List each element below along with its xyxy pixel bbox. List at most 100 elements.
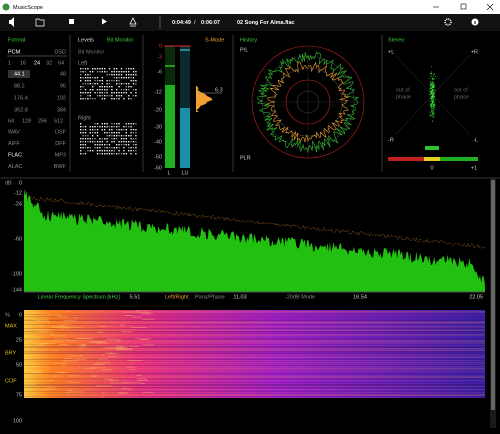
label: Right: [78, 115, 91, 121]
bit-dot: [80, 92, 82, 94]
bit-dot: [128, 144, 130, 146]
spectrogram-row: [24, 351, 485, 352]
lissajous-dot: [431, 92, 432, 94]
db-scale: -60: [14, 236, 22, 242]
spectrogram-streak: [67, 310, 70, 312]
label: 64: [8, 118, 14, 124]
panel-frames: [69, 35, 383, 172]
lissajous-dot: [434, 96, 435, 98]
lissajous-dot: [432, 91, 434, 92]
maximize-button[interactable]: [460, 3, 467, 10]
bit-dot: [92, 135, 94, 137]
lissajous-dot: [433, 92, 435, 93]
spectrogram-streak: [29, 338, 40, 340]
spectrogram-row: [24, 364, 485, 365]
scroll-thumb[interactable]: [491, 180, 495, 410]
spectrogram-streak: [125, 366, 135, 368]
bit-dot: [80, 71, 82, 73]
bit-dot: [96, 68, 99, 70]
spectrogram-streak: [38, 320, 51, 322]
bit-dot: [82, 83, 84, 85]
bit-dot: [111, 147, 113, 149]
spectrogram-row: [24, 358, 485, 359]
spectrogram-row: [24, 324, 485, 325]
lissajous-dot: [434, 73, 435, 75]
lissajous-dot: [432, 120, 434, 122]
lissajous-dot: [432, 77, 433, 79]
bit-dot: [82, 68, 84, 70]
label: phase: [454, 94, 469, 100]
open-button[interactable]: [35, 18, 45, 27]
bit-dot: [135, 74, 137, 76]
stop-button[interactable]: [69, 19, 74, 24]
bit-dot: [94, 147, 96, 149]
bit-dot: [106, 86, 108, 88]
spectrogram-streak: [129, 346, 140, 347]
bit-dot: [87, 147, 89, 149]
play-button[interactable]: [102, 18, 107, 25]
lissajous-dot: [431, 113, 433, 115]
bit-dot: [94, 126, 96, 128]
bit-dot: [128, 126, 130, 128]
spectrogram-row: [24, 326, 485, 327]
settings-button[interactable]: [444, 18, 452, 26]
bit-dot: [108, 135, 111, 137]
bit-dot: [92, 150, 94, 152]
bit-dot: [89, 126, 91, 128]
spectrogram-streak: [134, 338, 152, 340]
spectrogram-row: [24, 319, 485, 320]
spectrogram-row: [24, 380, 485, 381]
spectrogram-streak: [33, 370, 42, 372]
bit-dot: [106, 83, 108, 85]
spectrogram-row: [24, 395, 485, 396]
spectrogram-row: [24, 353, 485, 354]
bit-dot: [101, 80, 103, 82]
spectrogram-streak: [61, 365, 66, 367]
bit-dot: [101, 86, 103, 88]
lissajous-dot: [433, 82, 434, 84]
bit-dot: [96, 144, 99, 146]
lissajous-dot: [433, 81, 435, 83]
spectrogram-row: [24, 342, 485, 343]
lissajous-dot: [430, 97, 432, 99]
bit-dot: [94, 98, 96, 100]
spectrogram-row: [24, 384, 485, 385]
spectrogram-streak: [49, 341, 63, 342]
spectrogram-streak: [66, 381, 81, 383]
lissajous-dot: [434, 101, 435, 103]
bit-dot: [113, 123, 115, 125]
bit-dot: [106, 74, 108, 76]
lissajous-dot: [433, 94, 435, 95]
spectrogram-row: [24, 366, 485, 367]
bit-dot: [106, 89, 108, 91]
bit-dot: [104, 123, 106, 125]
bit-dot: [96, 126, 99, 128]
bit-dot: [128, 86, 130, 88]
eject-button[interactable]: [129, 17, 137, 27]
bit-dot: [118, 74, 120, 76]
label: 0: [430, 165, 433, 171]
spectrogram-row: [24, 357, 485, 358]
bit-dot: [104, 138, 106, 140]
mode-label: S-Mode: [205, 37, 224, 43]
bit-dot: [130, 92, 132, 94]
bit-dot: [132, 89, 135, 91]
bit-dot: [123, 129, 125, 131]
bit-dot: [92, 83, 94, 85]
bit-dot: [125, 123, 127, 125]
bit-dot: [80, 123, 82, 125]
bit-dot: [113, 92, 115, 94]
volume-button[interactable]: [9, 17, 14, 27]
spectrogram-row: [24, 354, 485, 355]
lissajous-dot: [431, 112, 433, 114]
bit-dot: [130, 74, 132, 76]
lissajous-dot: [431, 88, 432, 89]
bit-dot: [82, 98, 84, 100]
spectrogram-row: [24, 313, 485, 314]
bit-dot: [130, 77, 132, 79]
spectrogram: [24, 310, 485, 398]
close-button[interactable]: [486, 3, 494, 11]
lissajous-dot: [432, 109, 434, 111]
bit-dot: [123, 135, 125, 137]
label: DFF: [55, 141, 66, 147]
